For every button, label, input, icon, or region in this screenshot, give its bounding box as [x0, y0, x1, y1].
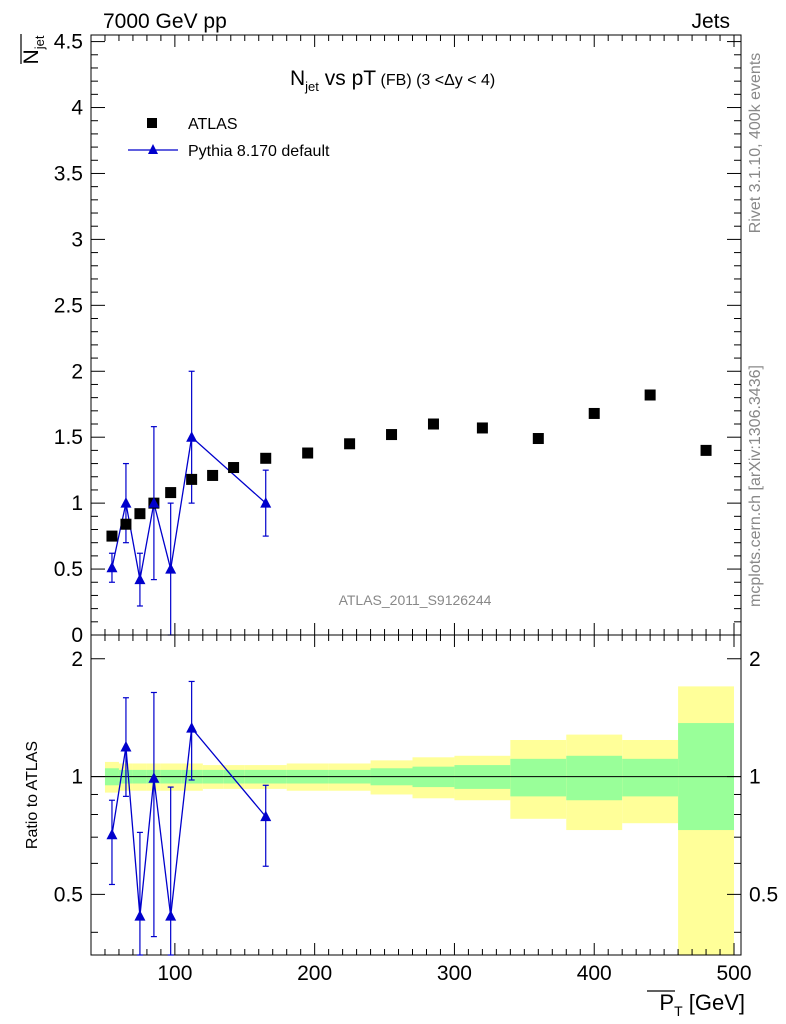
- main-y-axis-label: Njet: [20, 34, 47, 64]
- pythia-error-bars: [108, 370, 269, 636]
- atlas-point: [427, 418, 439, 430]
- atlas-point: [302, 447, 314, 459]
- legend-pythia-marker: [148, 144, 158, 154]
- inner-uncertainty-band: [622, 758, 679, 797]
- ratio-error-bars: [108, 680, 269, 956]
- pythia-point: [106, 561, 118, 573]
- pythia-point: [165, 563, 177, 574]
- header-left: 7000 GeV pp: [103, 10, 227, 33]
- main-y-tick-label: 2.5: [54, 294, 83, 317]
- main-y-tick-label: 1.5: [54, 426, 83, 449]
- x-tick-labels: 100 200 300 400 500: [157, 962, 751, 985]
- ratio-y-tick-label-right: 2: [749, 648, 761, 671]
- x-axis-label: PT [GeV]: [647, 990, 745, 1019]
- ratio-point: [120, 741, 132, 752]
- atlas-point: [228, 462, 240, 474]
- x-tick-label: 100: [157, 962, 192, 985]
- ratio-point: [165, 910, 177, 921]
- main-y-tick-label: 0: [71, 624, 83, 647]
- x-tick-label: 200: [297, 962, 332, 985]
- svg-text:Njet: Njet: [20, 35, 47, 64]
- ratio-frame: [90, 634, 742, 956]
- mcplots-label: mcplots.cern.ch [arXiv:1306.3436]: [747, 365, 764, 607]
- main-ticks: [91, 35, 741, 636]
- main-y-tick-label: 4.5: [54, 31, 83, 54]
- atlas-point: [700, 444, 712, 456]
- main-y-tick-label: 3.5: [54, 162, 83, 185]
- ratio-y-tick-label-left: 2: [71, 648, 83, 671]
- ratio-y-axis-label: Ratio to ATLAS: [24, 741, 41, 849]
- ratio-y-tick-labels: 0.5 0.5 1 1 2 2: [54, 648, 778, 907]
- ratio-y-tick-label-right: 1: [749, 766, 761, 789]
- atlas-point: [134, 508, 146, 520]
- atlas-point: [186, 473, 198, 485]
- ratio-point: [186, 722, 198, 733]
- x-tick-label: 500: [716, 962, 751, 985]
- ratio-line: [111, 726, 267, 917]
- ratio-y-tick-label-left: 1: [71, 766, 83, 789]
- main-y-tick-label: 1: [71, 492, 83, 515]
- ratio-plot: 0.5 0.5 1 1 2 2 100 200 300 400 500: [54, 634, 778, 985]
- main-plot: 0 0.5 1 1.5 2 2.5 3 3.5 4 4.5: [54, 31, 742, 647]
- x-tick-label: 400: [577, 962, 612, 985]
- atlas-point: [165, 487, 177, 499]
- legend: ATLAS Pythia 8.170 default: [128, 116, 330, 160]
- main-y-tick-label: 2: [71, 360, 83, 383]
- pythia-point: [186, 431, 198, 442]
- svg-text:PT [GeV]: PT [GeV]: [659, 990, 745, 1019]
- atlas-point: [207, 469, 219, 481]
- ratio-line: [111, 726, 267, 917]
- ratio-point: [106, 828, 118, 840]
- main-title: Njet vs pT (FB) (3 <Δy < 4): [290, 67, 495, 94]
- ratio-point: [260, 810, 272, 822]
- main-y-tick-label: 4: [71, 97, 83, 120]
- atlas-point: [260, 452, 272, 464]
- ratio-ticks: [91, 635, 741, 955]
- rivet-label: Rivet 3.1.10, 400k events: [747, 53, 764, 234]
- legend-atlas-label: ATLAS: [188, 116, 238, 133]
- ratio-y-tick-label-left: 0.5: [54, 883, 83, 906]
- atlas-point: [386, 429, 398, 441]
- header-right: Jets: [691, 10, 730, 33]
- pythia-point: [260, 497, 272, 508]
- atlas-point: [344, 438, 356, 450]
- main-y-tick-labels: 0 0.5 1 1.5 2 2.5 3 3.5 4 4.5: [54, 31, 84, 647]
- ratio-points: [106, 722, 272, 921]
- inner-uncertainty-band: [566, 755, 623, 801]
- analysis-watermark: ATLAS_2011_S9126244: [339, 592, 492, 608]
- data-points: [106, 389, 712, 585]
- atlas-point: [106, 530, 118, 542]
- ratio-bands: [91, 686, 741, 955]
- ratio-point: [134, 910, 146, 921]
- atlas-point: [532, 433, 544, 445]
- ratio-y-tick-label-right: 0.5: [749, 883, 778, 906]
- atlas-point: [476, 422, 488, 434]
- pythia-point: [148, 497, 160, 508]
- inner-uncertainty-band: [510, 758, 567, 797]
- legend-atlas-marker: [147, 118, 157, 128]
- pythia-point: [120, 497, 132, 508]
- main-y-tick-label: 3: [71, 228, 83, 251]
- pythia-point: [134, 573, 146, 585]
- legend-pythia-label: Pythia 8.170 default: [188, 143, 330, 160]
- atlas-point: [588, 407, 600, 419]
- atlas-point: [120, 518, 132, 530]
- ratio-point: [148, 772, 160, 783]
- main-y-tick-label: 0.5: [54, 558, 83, 581]
- atlas-point: [644, 389, 656, 401]
- x-tick-label: 300: [437, 962, 472, 985]
